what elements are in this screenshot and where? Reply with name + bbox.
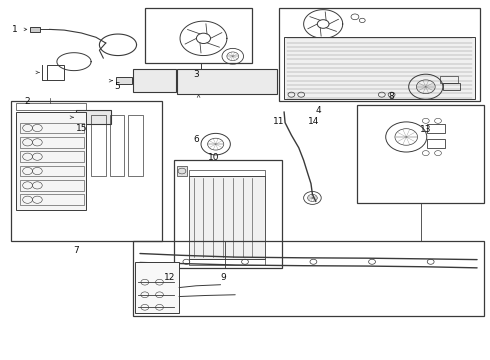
Bar: [133, 241, 485, 316]
Bar: [443, 83, 460, 90]
Text: 15: 15: [76, 123, 88, 132]
Bar: [441, 76, 458, 83]
Bar: [20, 137, 84, 148]
Text: 2: 2: [24, 96, 30, 105]
Bar: [145, 8, 252, 63]
Text: 5: 5: [115, 82, 121, 91]
Bar: [145, 262, 167, 270]
Text: 4: 4: [316, 107, 321, 116]
Text: 8: 8: [389, 92, 394, 101]
Bar: [76, 110, 111, 125]
Text: 11: 11: [273, 117, 285, 126]
Bar: [279, 8, 480, 101]
Bar: [16, 103, 86, 110]
Text: 13: 13: [420, 125, 432, 134]
Bar: [116, 77, 132, 84]
Bar: [176, 69, 277, 94]
Bar: [20, 194, 84, 205]
Text: 10: 10: [207, 153, 219, 162]
Text: 7: 7: [74, 246, 79, 255]
Bar: [427, 139, 445, 148]
Bar: [174, 160, 282, 268]
Text: 1: 1: [12, 25, 18, 34]
Text: 3: 3: [193, 69, 199, 78]
Bar: [357, 105, 485, 203]
Text: 12: 12: [164, 273, 175, 282]
Text: 9: 9: [220, 273, 226, 282]
Bar: [20, 151, 84, 162]
Text: 14: 14: [308, 117, 319, 126]
Bar: [189, 170, 265, 176]
Bar: [128, 116, 143, 176]
Bar: [189, 259, 265, 265]
Bar: [11, 101, 162, 241]
Bar: [284, 37, 475, 99]
Bar: [16, 112, 86, 211]
Bar: [91, 116, 106, 176]
Bar: [133, 69, 175, 92]
Bar: [176, 166, 187, 176]
Bar: [110, 116, 124, 176]
Bar: [30, 27, 40, 32]
Bar: [135, 262, 179, 313]
Bar: [20, 166, 84, 176]
Text: 6: 6: [193, 135, 199, 144]
Bar: [20, 180, 84, 191]
Bar: [47, 65, 64, 80]
Bar: [189, 176, 265, 259]
Bar: [427, 125, 445, 134]
Bar: [20, 123, 84, 134]
